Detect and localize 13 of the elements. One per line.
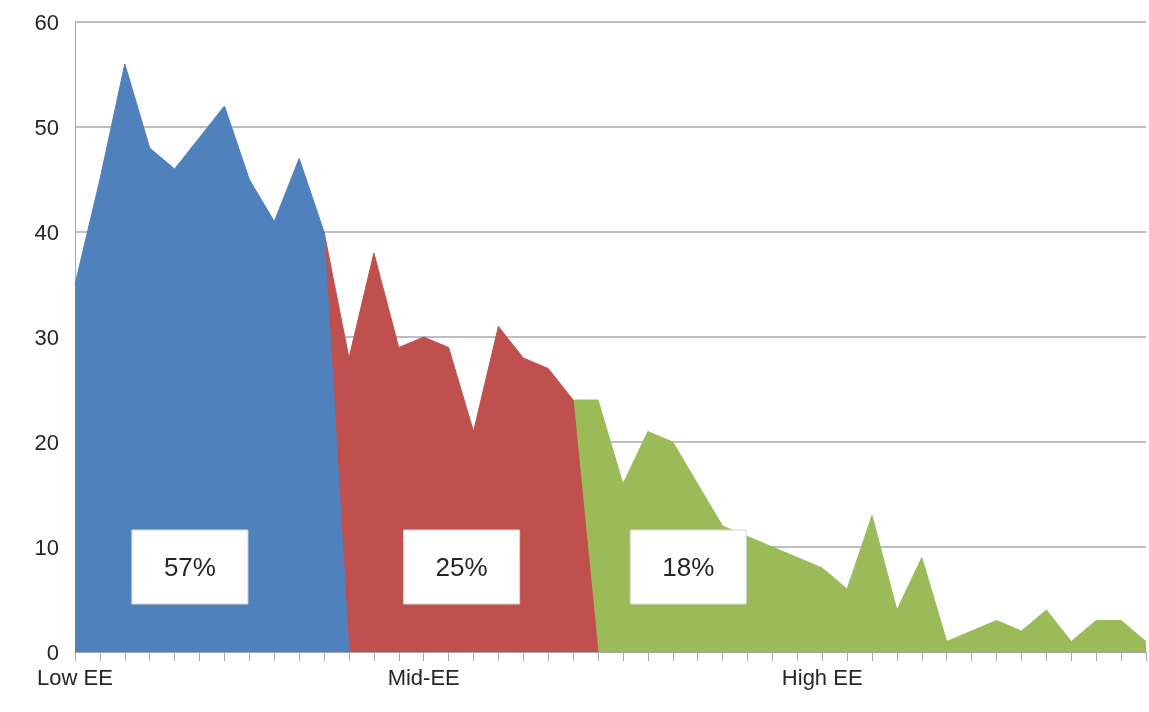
y-tick-label: 10	[34, 534, 59, 560]
y-tick-label: 20	[34, 429, 59, 455]
x-tick-label: Low EE	[37, 664, 113, 690]
x-tick-label: High EE	[781, 664, 863, 690]
y-tick-label: 0	[46, 639, 59, 665]
x-tick-label: Mid-EE	[387, 664, 460, 690]
annotation: 57%	[163, 552, 216, 582]
y-tick-label: 50	[34, 114, 59, 140]
y-tick-label: 40	[34, 219, 59, 245]
y-tick-label: 60	[34, 9, 59, 35]
y-tick-label: 30	[34, 324, 59, 350]
annotation: 18%	[662, 552, 715, 582]
annotation: 25%	[435, 552, 488, 582]
